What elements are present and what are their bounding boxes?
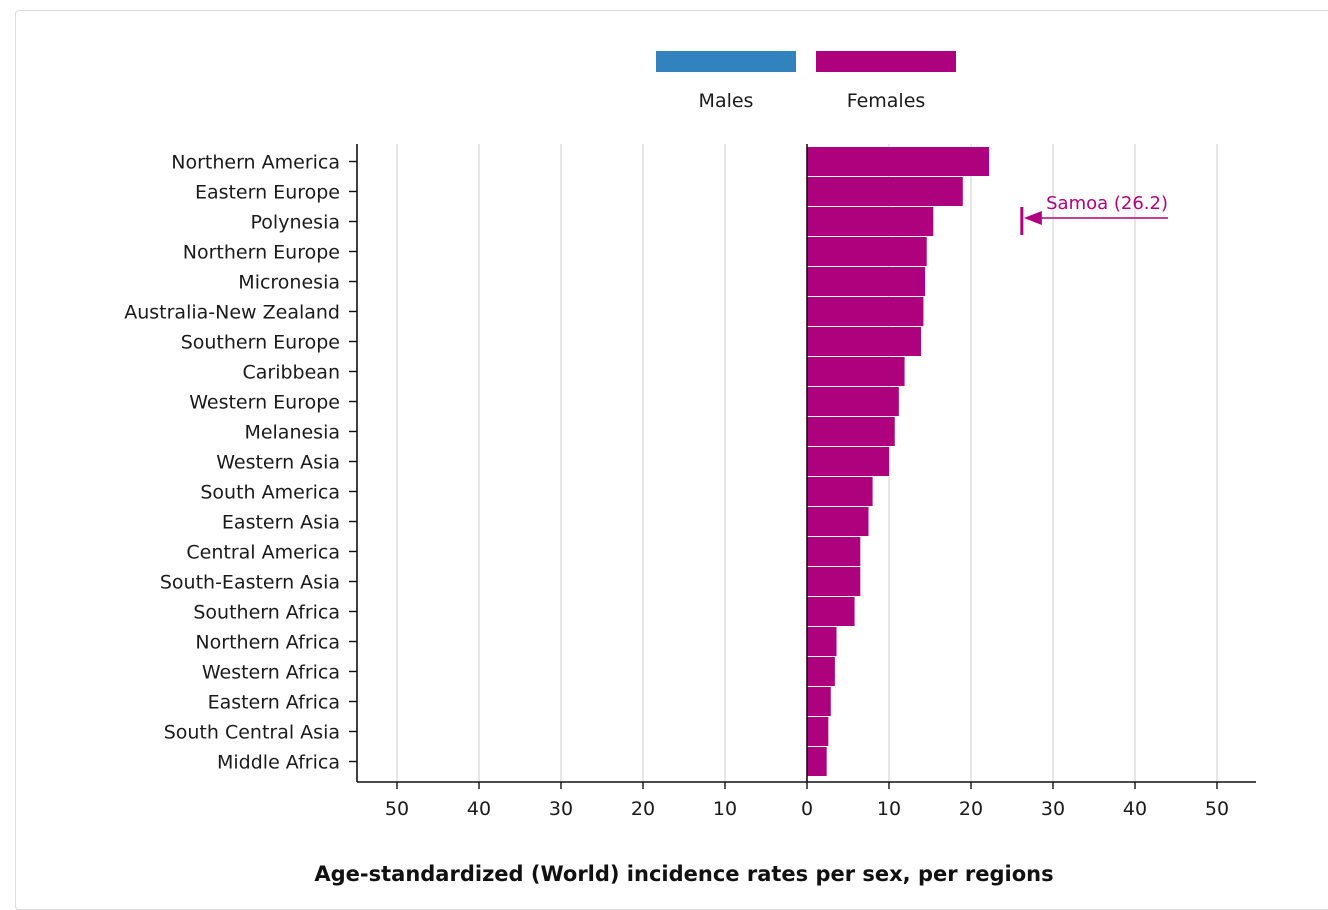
bar-females — [807, 327, 921, 356]
y-tick-label: South Central Asia — [164, 722, 340, 744]
y-tick-label: Southern Africa — [193, 602, 340, 624]
y-tick-label: Northern America — [171, 152, 340, 174]
bar-females — [807, 267, 926, 296]
bar-females — [807, 567, 861, 596]
legend-swatch-males — [656, 51, 796, 72]
y-tick-label: Northern Africa — [195, 632, 340, 654]
y-tick-labels: Northern America Eastern Europe Polynesia N… — [124, 152, 340, 774]
y-tick-label: Eastern Europe — [195, 182, 340, 204]
y-tick-label: Northern Europe — [183, 242, 340, 264]
bar-females — [807, 717, 829, 746]
bar-females — [807, 687, 831, 716]
x-tick-label: 10 — [877, 798, 901, 820]
bar-females — [807, 207, 934, 236]
x-tick-label: 50 — [1205, 798, 1229, 820]
bar-females — [807, 747, 827, 776]
x-axis-title: Age-standardized (World) incidence rates… — [314, 862, 1053, 886]
y-tick-label: South-Eastern Asia — [160, 572, 340, 594]
bar-females — [807, 537, 861, 566]
bar-females — [807, 657, 835, 686]
bar-females — [807, 177, 963, 206]
bar-females — [807, 357, 905, 386]
y-tick-label: Western Asia — [216, 452, 340, 474]
x-tick-label: 0 — [801, 798, 813, 820]
y-tick-label: Polynesia — [251, 212, 340, 234]
y-tick-label: Central America — [186, 542, 340, 564]
x-tick-labels: 50 40 30 20 10 0 10 20 30 40 50 — [385, 798, 1229, 820]
x-tick-label: 40 — [467, 798, 491, 820]
bar-females — [807, 627, 837, 656]
y-tick-label: Melanesia — [244, 422, 340, 444]
x-tick-label: 20 — [631, 798, 655, 820]
bar-females — [807, 387, 899, 416]
annotation-label: Samoa (26.2) — [1046, 193, 1168, 214]
y-tick-label: Caribbean — [243, 362, 341, 384]
x-tick-label: 20 — [959, 798, 983, 820]
y-tick-label: Western Europe — [189, 392, 340, 414]
bar-females — [807, 447, 889, 476]
x-tick-label: 30 — [549, 798, 573, 820]
bar-females — [807, 507, 869, 536]
bar-females — [807, 597, 855, 626]
legend-swatch-females — [816, 51, 956, 72]
y-tick-label: South America — [200, 482, 340, 504]
bar-females — [807, 297, 924, 326]
y-tick-label: Middle Africa — [217, 752, 340, 774]
legend: Males Females — [656, 51, 956, 112]
legend-label-females: Females — [847, 90, 926, 112]
bar-females — [807, 147, 990, 176]
axes — [349, 144, 1256, 789]
y-tick-label: Australia-New Zealand — [124, 302, 340, 324]
y-tick-label: Eastern Asia — [222, 512, 340, 534]
x-tick-label: 10 — [713, 798, 737, 820]
y-tick-label: Micronesia — [238, 272, 340, 294]
x-tick-label: 30 — [1041, 798, 1065, 820]
annotation: Samoa (26.2) — [1020, 193, 1168, 235]
annotation-arrowhead — [1023, 211, 1042, 225]
y-tick-label: Eastern Africa — [208, 692, 340, 714]
legend-label-males: Males — [699, 90, 754, 112]
bars — [807, 147, 990, 776]
x-tick-label: 40 — [1123, 798, 1147, 820]
y-tick-label: Southern Europe — [181, 332, 340, 354]
bar-females — [807, 477, 873, 506]
bar-females — [807, 417, 895, 446]
x-tick-label: 50 — [385, 798, 409, 820]
bar-females — [807, 237, 927, 266]
y-tick-label: Western Africa — [202, 662, 340, 684]
